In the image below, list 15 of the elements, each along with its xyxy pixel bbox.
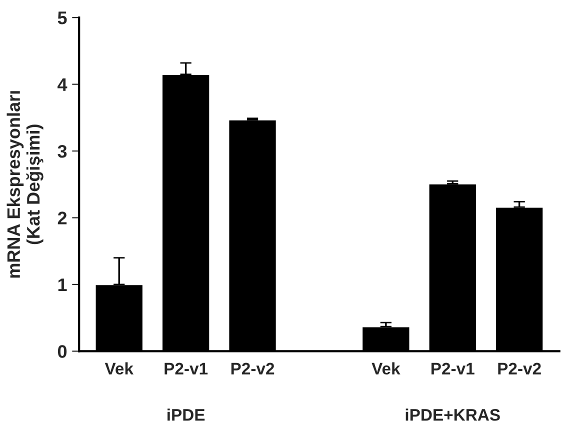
text: iPDE+KRAS [406, 408, 500, 421]
x-tick-label: Vek [104, 362, 134, 375]
x-tick-label: P2-v2 [498, 362, 541, 374]
y-tick-label: 0 [58, 345, 67, 358]
y-tick-label: 5 [58, 12, 67, 24]
x-tick-label: Vek [372, 362, 400, 375]
y-axis-title: mRNA Ekspresyonları (Kat Değişimi) [6, 91, 44, 278]
y-tick-label: 4 [58, 78, 68, 91]
x-tick-label: P2-v1 [164, 362, 208, 374]
x-tick-label: P2-v2 [231, 362, 274, 374]
y-tick-label: 1 [58, 278, 67, 292]
x-tick-label: P2-v1 [432, 362, 474, 374]
text: iPDE [168, 408, 205, 421]
y-tick-label: 3 [58, 144, 67, 158]
y-tick-label: 2 [58, 212, 67, 224]
